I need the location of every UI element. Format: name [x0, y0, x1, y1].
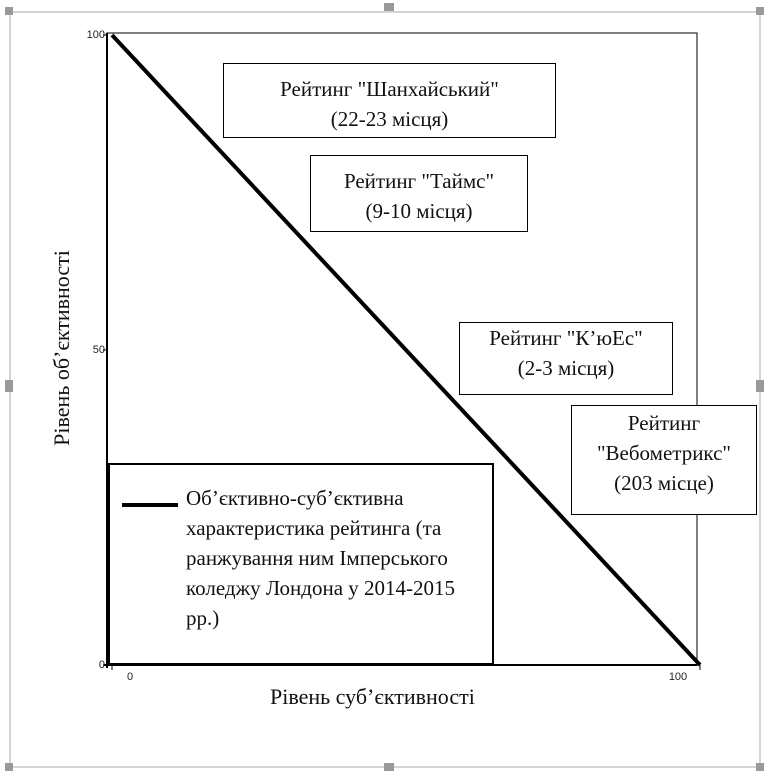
handle: [384, 3, 394, 11]
y-tick-label: 0: [99, 659, 105, 671]
y-tick-label: 50: [93, 344, 105, 356]
handle: [5, 380, 13, 392]
series-line: [110, 33, 702, 667]
handle: [756, 380, 764, 392]
x-axis-label: Рівень суб’єктивності: [270, 684, 475, 709]
y-tick-label: 100: [87, 29, 105, 41]
handle: [384, 763, 394, 771]
legend-label: Об’єктивно-суб’єктивна характеристика ре…: [186, 486, 456, 630]
annotation-box: Рейтинг "К’юЕс" (2-3 місця): [459, 322, 673, 395]
legend: Об’єктивно-суб’єктивна характеристика ре…: [108, 463, 494, 665]
annotation-box: Рейтинг "Шанхайський" (22-23 місця): [223, 63, 556, 138]
handle: [5, 763, 13, 771]
annotation-box: Рейтинг "Таймс" (9-10 місця): [310, 155, 528, 232]
y-axis-label: Рівень об’єктивності: [49, 250, 74, 446]
annotation-box: Рейтинг "Вебометрикс" (203 місце): [571, 405, 757, 515]
handle: [756, 763, 764, 771]
x-tick-label: 100: [669, 671, 687, 683]
handle: [756, 7, 764, 15]
x-tick-label: 0: [127, 671, 133, 683]
handle: [5, 7, 13, 15]
legend-swatch: [122, 503, 178, 507]
